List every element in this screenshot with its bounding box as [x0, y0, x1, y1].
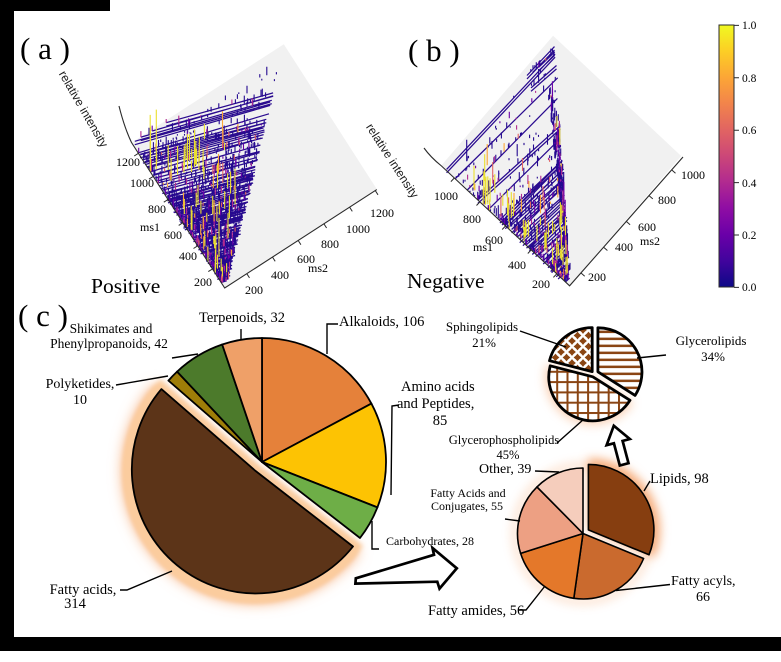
svg-text:ms1: ms1 [473, 240, 493, 254]
svg-text:200: 200 [532, 277, 550, 291]
svg-text:Positive: Positive [91, 274, 160, 298]
svg-text:600: 600 [297, 252, 315, 266]
svg-text:1000: 1000 [346, 222, 370, 236]
svg-text:Glycerolipids: Glycerolipids [676, 333, 747, 348]
svg-text:1200: 1200 [116, 155, 140, 169]
svg-text:0.2: 0.2 [742, 230, 757, 242]
svg-text:0.6: 0.6 [742, 125, 757, 137]
svg-text:0.0: 0.0 [742, 282, 757, 294]
svg-text:800: 800 [463, 212, 481, 226]
svg-text:34%: 34% [701, 349, 725, 364]
svg-text:85: 85 [433, 413, 448, 429]
svg-text:45%: 45% [497, 448, 520, 462]
svg-text:1000: 1000 [681, 168, 705, 182]
svg-text:Fatty Acids and: Fatty Acids and [430, 486, 505, 500]
svg-text:200: 200 [588, 270, 606, 284]
svg-text:10: 10 [73, 393, 87, 408]
svg-text:Carbohydrates, 28: Carbohydrates, 28 [386, 534, 474, 548]
svg-text:Amino acids: Amino acids [401, 379, 475, 395]
svg-text:400: 400 [271, 268, 289, 282]
svg-text:600: 600 [164, 228, 182, 242]
svg-text:relative intensity: relative intensity [56, 68, 111, 150]
svg-text:200: 200 [194, 275, 212, 289]
svg-text:Lipids, 98: Lipids, 98 [650, 471, 709, 487]
svg-text:Fatty amides, 56: Fatty amides, 56 [428, 603, 524, 619]
svg-text:Conjugates, 55: Conjugates, 55 [431, 499, 503, 513]
svg-text:314: 314 [64, 596, 87, 612]
svg-text:Glycerophospholipids: Glycerophospholipids [449, 433, 560, 447]
svg-text:1000: 1000 [434, 189, 458, 203]
svg-text:Fatty acyls,: Fatty acyls, [671, 574, 736, 589]
svg-text:Polyketides,: Polyketides, [46, 377, 115, 392]
svg-text:0.4: 0.4 [742, 178, 757, 190]
svg-text:ms1: ms1 [140, 220, 160, 234]
svg-text:400: 400 [179, 249, 197, 263]
svg-text:21%: 21% [472, 335, 496, 350]
svg-text:Other, 39: Other, 39 [479, 462, 531, 477]
svg-text:( c ): ( c ) [18, 298, 68, 333]
svg-text:600: 600 [485, 233, 503, 247]
svg-text:600: 600 [638, 220, 656, 234]
svg-text:and Peptides,: and Peptides, [397, 396, 474, 412]
svg-text:800: 800 [321, 237, 339, 251]
svg-text:800: 800 [148, 202, 166, 216]
svg-text:Shikimates and: Shikimates and [70, 321, 153, 336]
svg-text:Sphingolipids: Sphingolipids [446, 319, 518, 334]
svg-text:Phenylpropanoids, 42: Phenylpropanoids, 42 [50, 336, 168, 351]
svg-text:1.0: 1.0 [742, 20, 757, 32]
svg-text:( a ): ( a ) [20, 31, 70, 66]
svg-text:200: 200 [245, 283, 263, 297]
svg-text:( b ): ( b ) [408, 33, 460, 68]
svg-text:400: 400 [615, 240, 633, 254]
svg-text:1200: 1200 [370, 206, 394, 220]
svg-text:ms2: ms2 [308, 261, 328, 275]
svg-text:Fatty acids,: Fatty acids, [50, 582, 117, 598]
svg-text:Terpenoids, 32: Terpenoids, 32 [199, 310, 285, 326]
svg-text:0.8: 0.8 [742, 73, 757, 85]
svg-text:Negative: Negative [407, 269, 485, 293]
svg-text:1000: 1000 [130, 176, 154, 190]
svg-text:400: 400 [508, 258, 526, 272]
svg-text:Alkaloids, 106: Alkaloids, 106 [339, 314, 424, 330]
svg-text:ms2: ms2 [640, 234, 660, 248]
svg-text:800: 800 [658, 193, 676, 207]
svg-text:66: 66 [696, 590, 710, 605]
